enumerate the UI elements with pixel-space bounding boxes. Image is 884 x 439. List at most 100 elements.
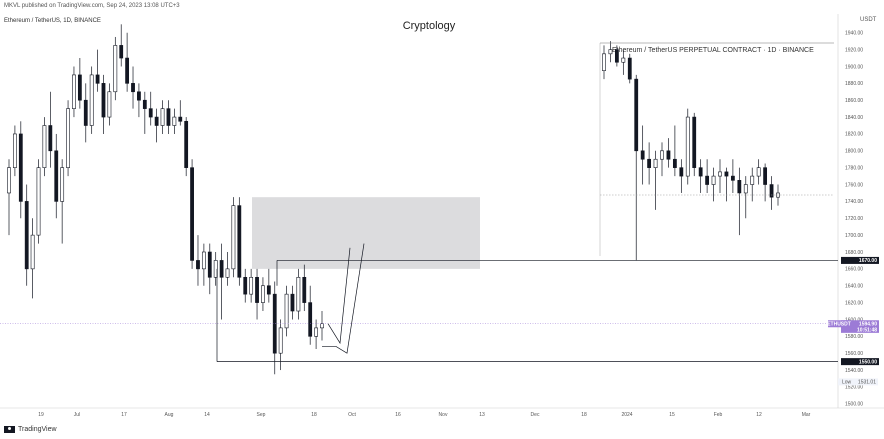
main-candle	[231, 197, 236, 278]
inset-candle	[705, 159, 710, 193]
x-tick-label: 2024	[621, 412, 632, 418]
candle-body	[705, 175, 710, 185]
main-candle	[296, 268, 301, 320]
candle-body	[634, 78, 639, 152]
price-label-text: 1594.90	[859, 322, 877, 328]
y-tick-label: 1820.00	[845, 132, 863, 138]
candle-body	[608, 49, 613, 55]
candle-body	[154, 116, 159, 126]
candle-body	[769, 184, 774, 198]
main-candle	[24, 184, 29, 286]
candle-body	[66, 108, 70, 168]
main-candle	[166, 100, 171, 134]
candle-body	[95, 74, 100, 84]
axis-layer: 1940.00 1920.00 1900.00 1880.00 1860.00 1840.…	[0, 14, 884, 418]
main-candle	[266, 268, 271, 303]
main-candle	[72, 66, 76, 118]
candle-body	[602, 53, 606, 71]
candle-body	[72, 74, 76, 109]
currency-label[interactable]: USDT	[860, 17, 877, 23]
y-tick-label: 1900.00	[845, 64, 863, 70]
main-candle	[83, 83, 88, 143]
candle-body	[284, 293, 289, 329]
candle-body	[196, 260, 200, 270]
price-label: 1550.00	[841, 358, 879, 365]
main-candle	[60, 159, 65, 244]
symbol-tag-text: ETHUSDT	[827, 322, 851, 328]
main-candle	[190, 159, 194, 269]
y-tick-label: 1860.00	[845, 98, 863, 104]
main-candle	[131, 66, 135, 109]
candle-body	[36, 167, 41, 236]
candle-body	[698, 167, 703, 177]
main-candle	[154, 108, 159, 143]
main-candle	[255, 268, 259, 320]
forecast-path-alt	[327, 247, 351, 345]
main-candle	[284, 285, 289, 337]
main-candle	[178, 100, 183, 126]
price-label: 1670.00	[841, 256, 879, 264]
symbol-legend[interactable]: Ethereum / TetherUS, 1D, BINANCE	[4, 18, 101, 24]
inset-candle	[692, 112, 697, 177]
main-candle	[243, 268, 248, 303]
y-tick-label: 1660.00	[845, 267, 863, 273]
y-tick-label: 1560.00	[845, 351, 863, 357]
inset-candle	[730, 159, 735, 193]
main-candles	[7, 24, 324, 375]
tradingview-brand[interactable]: TradingView	[4, 426, 57, 433]
inset-candle	[711, 167, 716, 202]
candle-body	[278, 327, 283, 354]
candle-body	[184, 120, 189, 168]
inset-candle	[660, 142, 664, 177]
candle-body	[42, 125, 47, 168]
candle-body	[724, 171, 729, 177]
main-candle	[196, 235, 200, 286]
inset-candle	[640, 125, 645, 185]
candle-body	[54, 150, 59, 202]
x-tick-label: 12	[756, 412, 762, 418]
main-candle	[54, 133, 59, 219]
x-tick-label: Nov	[439, 412, 448, 418]
inset-candle	[653, 150, 658, 210]
main-candle	[7, 159, 11, 236]
low-label-text: Low	[842, 380, 852, 386]
inset-candle	[724, 167, 729, 202]
inset-candle	[679, 159, 684, 193]
candle-body	[302, 276, 307, 303]
candle-body	[737, 180, 742, 194]
candle-body	[314, 327, 318, 337]
candle-body	[614, 49, 619, 63]
main-candle	[89, 66, 94, 134]
main-candle	[18, 121, 23, 219]
y-tick-label: 1600.00	[845, 317, 863, 323]
main-candle	[107, 83, 112, 126]
main-candle	[320, 311, 324, 341]
main-candle	[207, 243, 212, 295]
low-label-box	[838, 378, 878, 386]
inset-candle	[634, 74, 639, 261]
x-tick-label: 14	[204, 412, 210, 418]
main-candle	[42, 117, 47, 177]
annotations	[0, 42, 838, 362]
candle-body	[261, 285, 265, 303]
y-tick-label: 1880.00	[845, 81, 863, 87]
y-tick-label: 1540.00	[845, 368, 863, 374]
candle-body	[743, 184, 748, 194]
main-candle	[160, 100, 165, 134]
price-label-box	[841, 256, 879, 264]
candle-body	[219, 260, 224, 278]
inset-candle	[756, 159, 761, 185]
inset-candle	[763, 163, 768, 202]
candle-body	[756, 167, 761, 177]
low-value-text: 1531.01	[858, 380, 876, 386]
y-tick-label: 1580.00	[845, 334, 863, 340]
candle-body	[692, 116, 697, 168]
main-candle	[125, 32, 130, 92]
candle-body	[77, 74, 82, 101]
candle-body	[640, 150, 645, 160]
main-candle	[13, 125, 17, 177]
x-tick-label: Dec	[531, 412, 540, 418]
price-label-box	[841, 320, 879, 333]
